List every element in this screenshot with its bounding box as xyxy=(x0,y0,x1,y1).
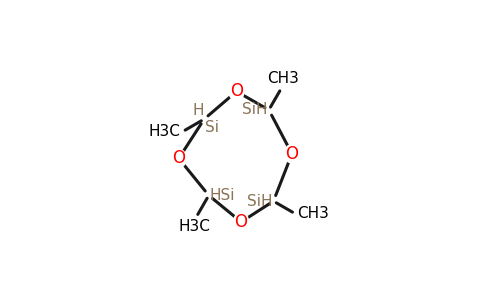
Text: O: O xyxy=(235,213,248,231)
Text: SiH: SiH xyxy=(242,102,268,117)
Ellipse shape xyxy=(285,145,300,163)
Ellipse shape xyxy=(171,149,186,168)
Ellipse shape xyxy=(229,82,244,101)
Text: O: O xyxy=(172,149,185,167)
Text: O: O xyxy=(230,82,243,100)
Text: HSi: HSi xyxy=(210,188,235,203)
Text: SiH: SiH xyxy=(247,194,272,209)
Text: CH3: CH3 xyxy=(268,71,300,86)
Text: H: H xyxy=(193,103,204,118)
Text: O: O xyxy=(286,145,299,163)
Text: H3C: H3C xyxy=(149,124,181,139)
Text: H3C: H3C xyxy=(178,219,210,234)
Text: CH3: CH3 xyxy=(297,206,329,221)
Ellipse shape xyxy=(234,213,249,231)
Text: Si: Si xyxy=(205,120,219,135)
